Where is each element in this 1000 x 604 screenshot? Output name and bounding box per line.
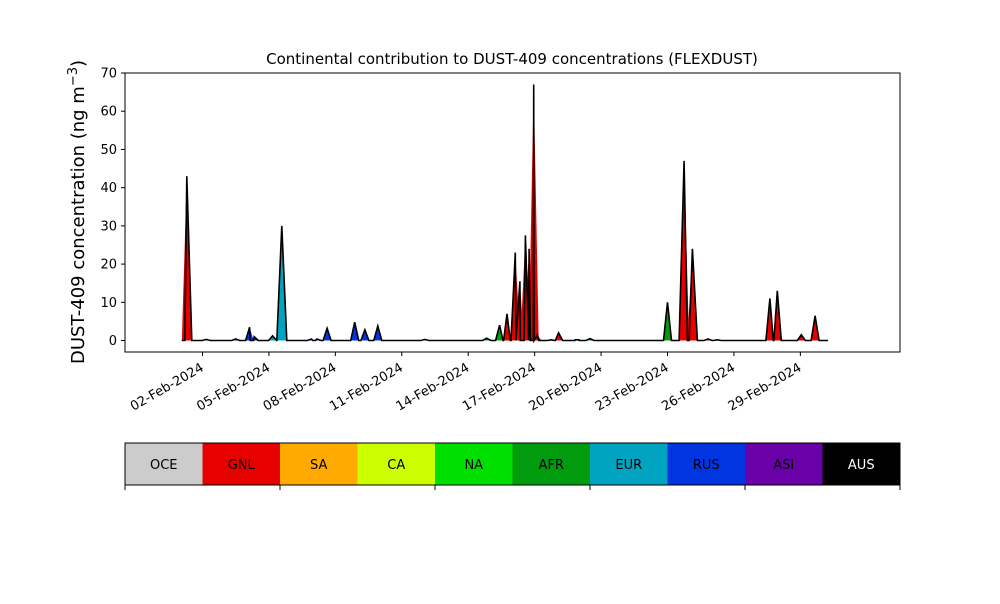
source-area-rus <box>323 328 332 341</box>
source-area-gnl <box>181 176 192 341</box>
legend-swatch-eur <box>590 443 668 485</box>
total-concentration-line <box>181 84 828 344</box>
legend-swatch-sa <box>280 443 358 485</box>
source-area-gnl <box>797 334 806 341</box>
legend-label-rus: RUS <box>693 458 720 473</box>
chart-title: Continental contribution to DUST-409 con… <box>266 50 758 68</box>
legend-swatch-rus <box>667 443 745 485</box>
y-tick-label: 50 <box>100 143 117 158</box>
legend-label-afr: AFR <box>539 458 564 473</box>
legend-label-na: NA <box>464 458 483 473</box>
legend-label-sa: SA <box>310 458 327 473</box>
legend-label-oce: OCE <box>150 458 178 473</box>
plot-frame <box>124 72 901 353</box>
legend-swatch-na <box>435 443 513 485</box>
y-tick-label: 0 <box>109 334 117 349</box>
y-tick-label: 20 <box>100 258 117 273</box>
legend-swatch-ca <box>357 443 435 485</box>
legend-label-aus: AUS <box>848 458 875 473</box>
source-area-afr <box>663 302 672 341</box>
legend-swatch-aus <box>822 443 900 485</box>
source-area-gnl <box>811 315 820 341</box>
source-area-rus <box>350 322 359 341</box>
legend-colorbar: OCE GNL SA CA NA AFR EUR RUS ASI AUS <box>124 442 901 490</box>
source-area-eur <box>276 225 287 341</box>
y-axis-label-close: ) <box>68 60 89 67</box>
source-area-rus <box>373 326 382 341</box>
legend-swatch-gnl <box>202 443 280 485</box>
legend-swatch-asi <box>745 443 823 485</box>
y-axis-label-main: DUST-409 concentration (ng m <box>68 86 89 364</box>
y-axis-label: DUST-409 concentration (ng m−3) <box>66 60 89 364</box>
y-axis-label-exponent: −3 <box>66 67 81 86</box>
y-axis-ticks: 0 10 20 30 40 50 60 70 <box>100 67 125 349</box>
legend-label-asi: ASI <box>773 458 794 473</box>
legend-swatch-oce <box>125 443 203 485</box>
legend-swatch-afr <box>512 443 590 485</box>
y-tick-label: 30 <box>100 219 117 234</box>
legend-label-eur: EUR <box>615 458 642 473</box>
y-tick-label: 60 <box>100 105 117 120</box>
source-area-rus <box>360 329 369 341</box>
y-tick-label: 70 <box>100 67 117 82</box>
legend-label-gnl: GNL <box>228 458 256 473</box>
y-tick-label: 10 <box>100 296 117 311</box>
legend-frame <box>124 442 901 486</box>
legend-label-ca: CA <box>387 458 405 473</box>
y-tick-label: 40 <box>100 181 117 196</box>
